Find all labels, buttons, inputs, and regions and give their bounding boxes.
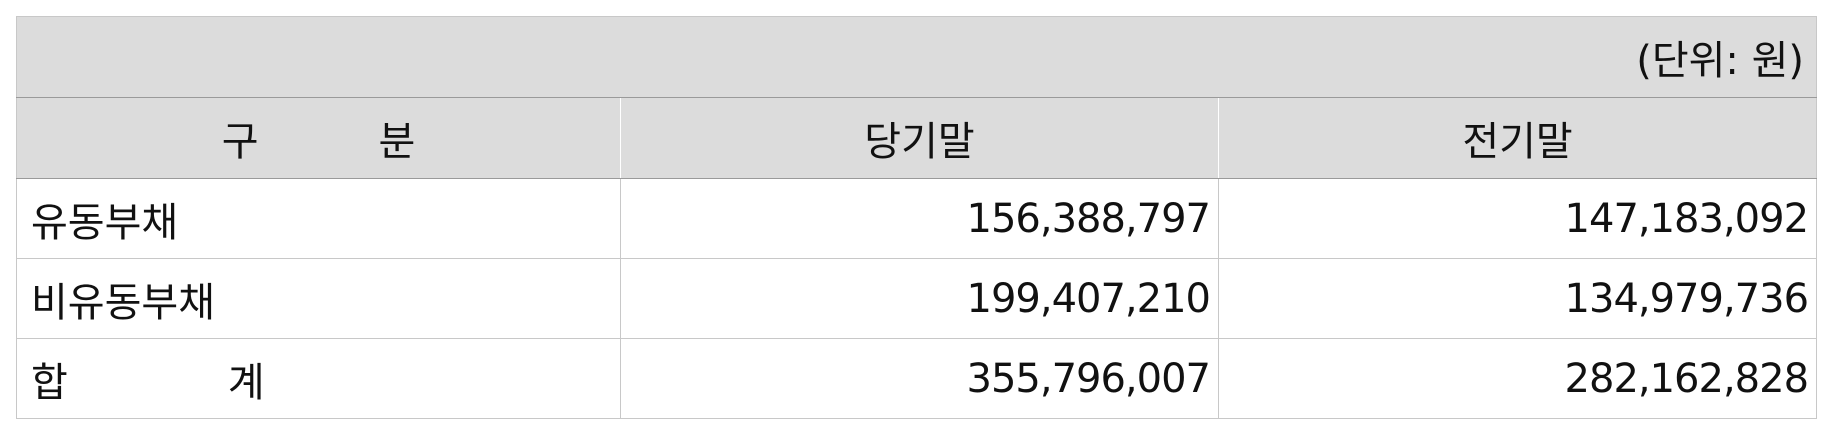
table-row: 비유동부채 199,407,210 134,979,736 (16, 258, 1818, 339)
row-current-value: 156,388,797 (620, 178, 1219, 259)
row-label: 비유동부채 (16, 258, 621, 339)
header-current-period: 당기말 (620, 97, 1219, 179)
unit-label: (단위: 원) (15, 16, 1818, 98)
total-label-part-a: 합 (31, 359, 68, 406)
total-prior-value: 282,162,828 (1217, 338, 1818, 419)
total-label-part-b: 계 (227, 359, 265, 406)
unit-row: (단위: 원) (15, 16, 1818, 98)
row-prior-value: 147,183,092 (1217, 178, 1818, 259)
row-label: 유동부채 (16, 178, 621, 259)
header-category-part-b: 분 (378, 119, 416, 165)
total-current-value: 355,796,007 (620, 338, 1219, 419)
header-prior-period: 전기말 (1217, 97, 1818, 179)
header-category-part-a: 구 (221, 119, 259, 165)
table-row: 유동부채 156,388,797 147,183,092 (16, 178, 1818, 259)
row-prior-value: 134,979,736 (1217, 258, 1818, 339)
row-current-value: 199,407,210 (620, 258, 1219, 339)
